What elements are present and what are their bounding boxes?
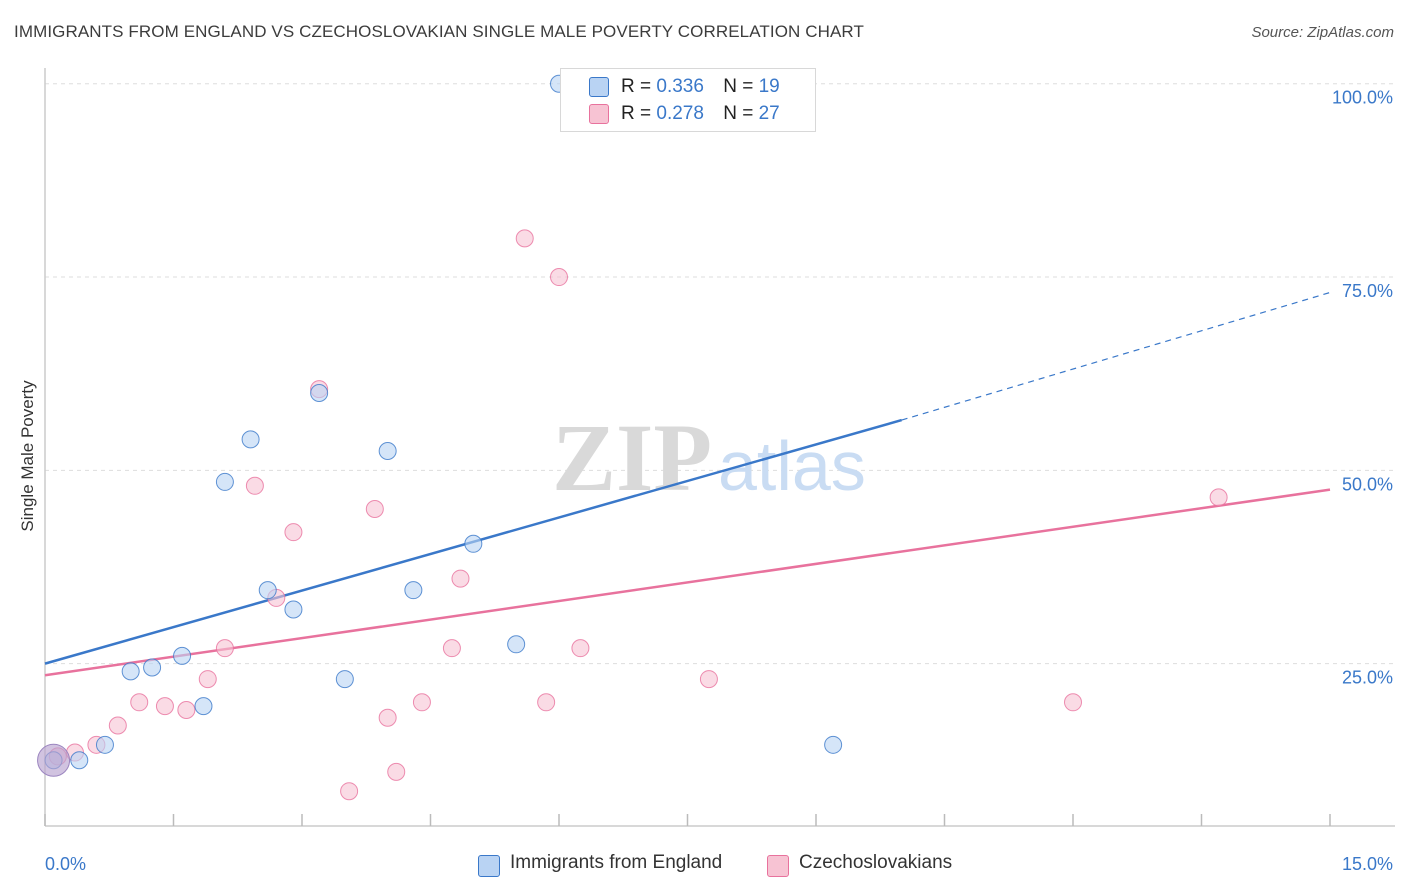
point-england — [404, 581, 423, 600]
point-czech — [442, 639, 461, 658]
y-tick-label: 100.0% — [1332, 88, 1393, 108]
point-czech — [699, 670, 718, 689]
point-england — [824, 735, 843, 754]
point-england — [258, 581, 277, 600]
legend-r-value: 0.278 — [656, 103, 704, 124]
legend-row-czech: R = 0.278 N = 27 — [621, 103, 780, 125]
point-england — [70, 751, 89, 770]
legend-r-value: 0.336 — [656, 76, 704, 97]
point-czech — [515, 229, 534, 248]
watermark: ZIP atlas — [552, 404, 866, 511]
point-england — [464, 534, 483, 553]
data-points — [37, 74, 1228, 801]
trendline-czech — [44, 488, 1331, 677]
trendline-england-extension — [901, 291, 1331, 421]
point-czech — [550, 268, 568, 287]
point-czech — [245, 476, 264, 495]
point-czech — [108, 716, 127, 735]
legend-label-england: Immigrants from England — [510, 852, 723, 873]
legend-r-label: R = — [621, 76, 652, 97]
legend-swatch-czech — [589, 104, 609, 124]
legend-swatch-england — [589, 77, 609, 97]
point-czech — [130, 693, 149, 712]
point-england — [173, 646, 192, 665]
point-england — [143, 658, 162, 677]
y-tick-label: 50.0% — [1342, 474, 1393, 494]
point-czech — [340, 782, 359, 801]
point-czech — [1209, 488, 1228, 507]
point-england — [378, 442, 397, 460]
point-czech — [1064, 693, 1082, 712]
point-czech — [284, 523, 303, 542]
chart-title: IMMIGRANTS FROM ENGLAND VS CZECHOSLOVAKI… — [14, 22, 864, 41]
point-czech — [537, 693, 556, 712]
point-england — [215, 472, 234, 491]
legend-item-england: Immigrants from England — [478, 852, 723, 877]
x-tick-label: 15.0% — [1342, 854, 1393, 874]
tick-labels: 25.0% 50.0% 75.0% 100.0% 0.0% 15.0% — [45, 88, 1393, 874]
point-england — [284, 600, 303, 619]
point-czech — [451, 569, 470, 588]
point-czech — [387, 762, 406, 781]
point-england — [507, 635, 526, 654]
point-cluster — [37, 743, 71, 777]
point-czech — [412, 693, 431, 712]
legend-n-label: N = — [723, 103, 754, 124]
point-england — [335, 670, 354, 689]
legend-row-england: R = 0.336 N = 19 — [621, 76, 780, 98]
point-england — [310, 384, 329, 403]
point-czech — [378, 708, 397, 727]
y-axis-label: Single Male Poverty — [18, 380, 37, 532]
point-czech — [571, 639, 590, 658]
axes — [44, 68, 1395, 827]
legend-r-label: R = — [621, 103, 652, 124]
legend-n-value: 19 — [758, 76, 780, 97]
point-czech — [198, 670, 217, 689]
point-czech — [155, 697, 174, 716]
legend-n-label: N = — [723, 76, 754, 97]
watermark-zip: ZIP — [552, 404, 712, 511]
source-note: Source: ZipAtlas.com — [1251, 24, 1394, 41]
legend-label-czech: Czechoslovakians — [799, 852, 953, 873]
point-czech — [365, 499, 384, 518]
legend-swatch-czech — [767, 855, 789, 877]
y-tick-label: 75.0% — [1342, 281, 1393, 301]
legend-swatch-england — [478, 855, 500, 877]
y-tick-label: 25.0% — [1342, 668, 1393, 688]
x-tick-label: 0.0% — [45, 854, 86, 874]
point-england — [121, 662, 140, 681]
point-england — [95, 735, 114, 754]
legend-item-czech: Czechoslovakians — [767, 852, 953, 877]
point-czech — [177, 701, 196, 720]
point-england — [241, 430, 260, 449]
point-england — [194, 697, 213, 716]
point-czech — [215, 639, 234, 658]
stats-legend: R = 0.336 N = 19 R = 0.278 N = 27 — [560, 68, 816, 132]
legend-n-value: 27 — [758, 103, 780, 124]
